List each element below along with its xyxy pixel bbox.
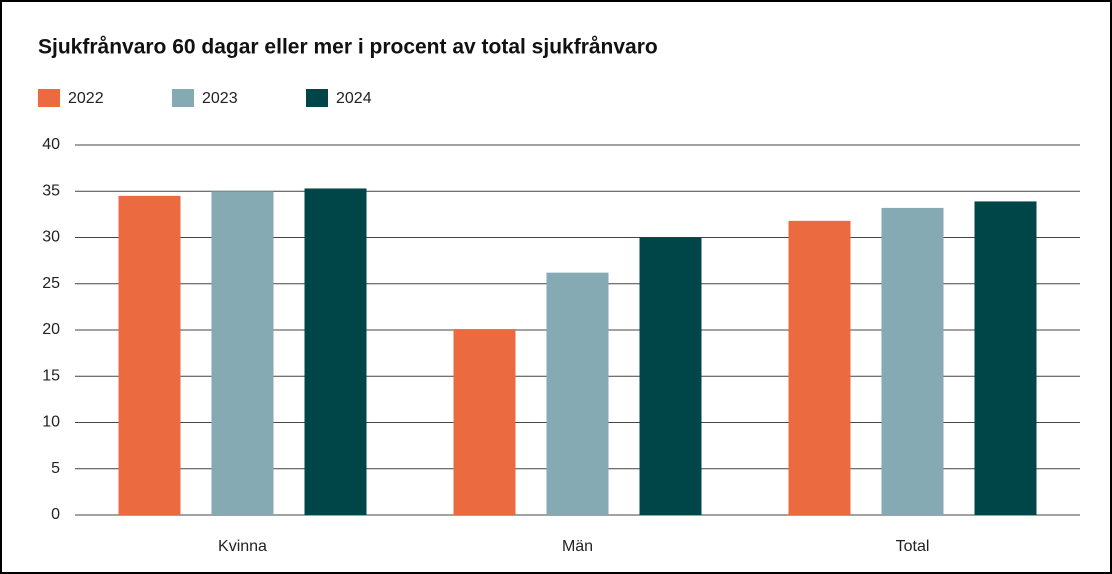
bar (211, 191, 274, 515)
x-tick-label: Kvinna (218, 538, 267, 555)
y-tick-label: 5 (51, 460, 60, 477)
bar (453, 329, 516, 515)
y-tick-label: 30 (42, 229, 60, 246)
legend-label: 2022 (68, 90, 104, 107)
y-tick-label: 40 (42, 136, 60, 153)
y-tick-label: 0 (51, 506, 60, 523)
chart-title: Sjukfrånvaro 60 dagar eller mer i procen… (38, 36, 658, 59)
bar (118, 195, 181, 515)
legend-label: 2024 (336, 90, 372, 107)
bar (304, 188, 367, 515)
legend-swatch (38, 89, 60, 107)
y-tick-label: 15 (42, 367, 60, 384)
x-tick-label: Total (896, 538, 930, 555)
bar (639, 237, 702, 515)
x-tick-label: Män (562, 538, 593, 555)
bar (788, 220, 851, 515)
legend-swatch (172, 89, 194, 107)
y-tick-label: 10 (42, 414, 60, 431)
y-tick-label: 25 (42, 275, 60, 292)
bar (974, 201, 1037, 516)
legend-swatch (306, 89, 328, 107)
bar (546, 272, 609, 515)
legend-label: 2023 (202, 90, 238, 107)
bar (881, 207, 944, 515)
y-tick-label: 20 (42, 321, 60, 338)
y-tick-label: 35 (42, 182, 60, 199)
